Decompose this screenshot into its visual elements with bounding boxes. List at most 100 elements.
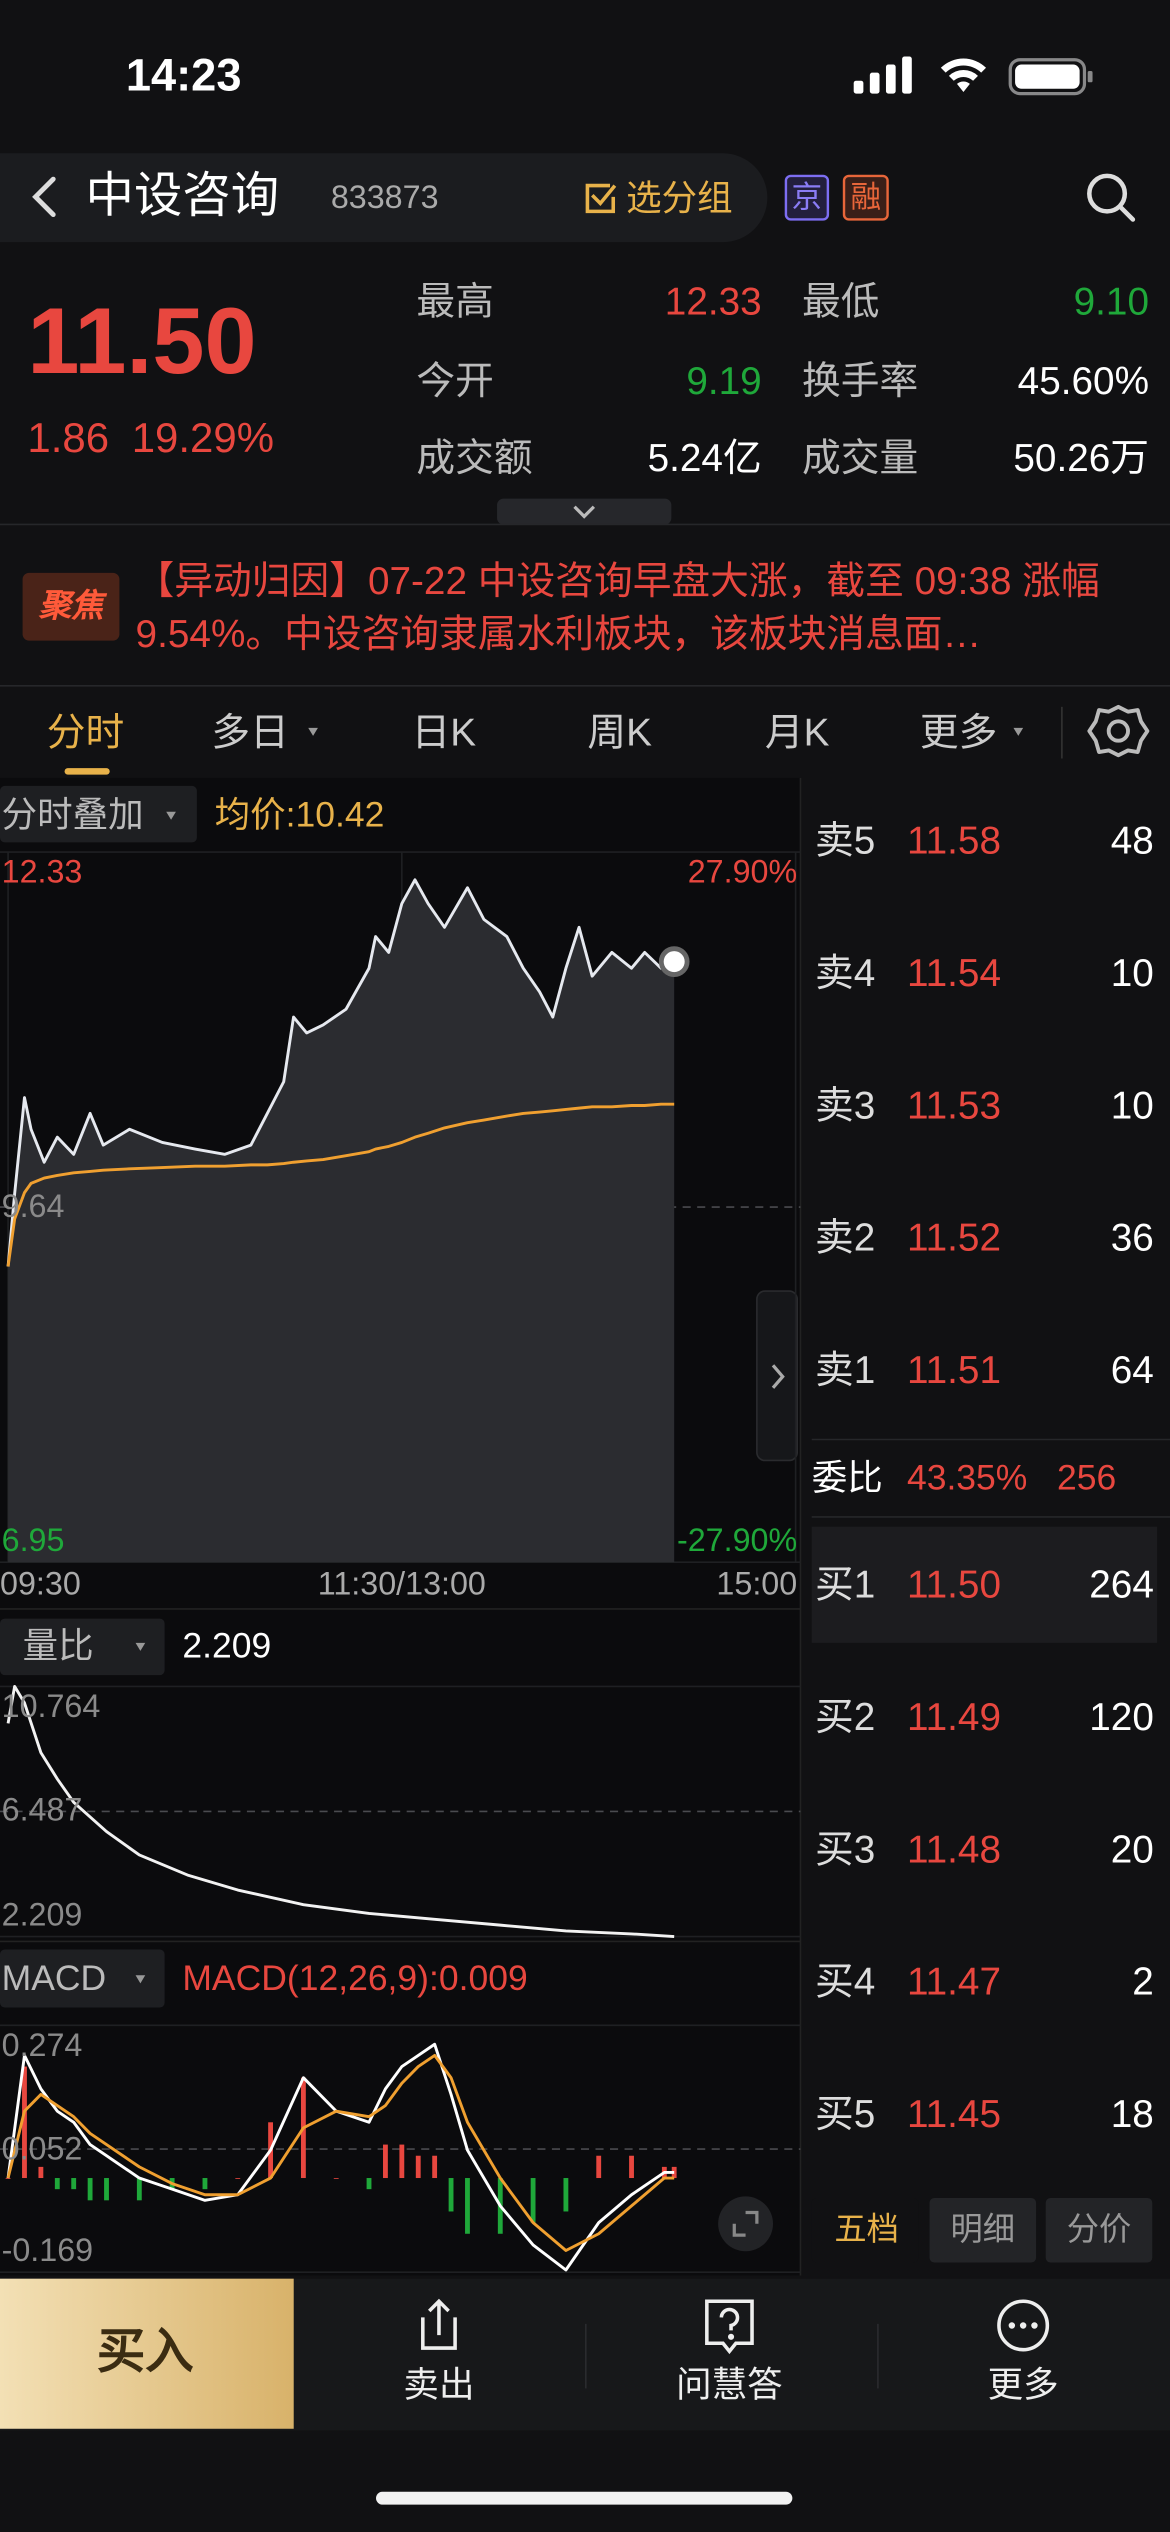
series-line xyxy=(6,1684,675,1939)
book-volume: 10 xyxy=(1110,952,1154,996)
stat-value: 9.19 xyxy=(686,359,762,403)
action-label[interactable]: 卖出 xyxy=(403,2364,475,2405)
y-tick-label: 2.209 xyxy=(1,1897,83,1934)
avg-label: 均价: xyxy=(214,793,296,835)
expand-tab[interactable] xyxy=(497,498,672,525)
y2-tick-label: 27.90% xyxy=(687,855,798,891)
book-label: 卖2 xyxy=(814,1216,876,1261)
book-price: 11.47 xyxy=(906,1960,1002,2005)
book-tab[interactable]: 分价 xyxy=(1066,2212,1132,2249)
series-line xyxy=(6,878,675,1267)
action-label[interactable]: 问慧答 xyxy=(676,2364,783,2405)
macd-bar xyxy=(87,2178,93,2201)
chart-tab[interactable]: 更多 xyxy=(919,711,998,756)
chart-tab[interactable]: 日K xyxy=(411,711,477,756)
stat-label: 成交额 xyxy=(416,437,533,481)
orderbook-tab-box[interactable] xyxy=(811,2197,919,2263)
indicator-selector[interactable] xyxy=(0,1949,165,2008)
macd-bar xyxy=(333,2178,339,2179)
buy-button[interactable] xyxy=(0,2278,294,2429)
news-tag-box xyxy=(22,572,120,641)
macd-bar xyxy=(383,2144,388,2179)
book-price: 11.45 xyxy=(906,2093,1002,2137)
ratio-difference: 256 xyxy=(1057,1457,1117,1498)
y-tick-label: 6.487 xyxy=(1,1793,83,1830)
avg-value: 10.42 xyxy=(295,793,385,835)
chart-tab[interactable]: 周K xyxy=(587,711,652,756)
buy-label[interactable]: 买入 xyxy=(96,2325,194,2379)
settings-button[interactable] xyxy=(1087,704,1150,758)
price-change: 1.86 19.29% xyxy=(27,416,274,458)
y-tick-label: 0.274 xyxy=(1,2028,83,2065)
y-tick-label: 9.64 xyxy=(1,1189,65,1225)
side-expand-button[interactable] xyxy=(756,1290,799,1462)
book-price: 11.52 xyxy=(906,1216,1002,1261)
x-tick-label: 09:30 xyxy=(0,1566,81,1603)
book-price: 11.51 xyxy=(906,1349,1002,1393)
fullscreen-icon xyxy=(732,2210,759,2237)
book-price: 11.53 xyxy=(906,1084,1002,1129)
fullscreen-button[interactable] xyxy=(718,2196,774,2252)
group-checkbox[interactable] xyxy=(585,183,617,214)
y-tick-label: 0.052 xyxy=(1,2131,83,2167)
stat-label: 最高 xyxy=(416,280,494,325)
indicator-value: 2.209 xyxy=(182,1625,272,1666)
home-indicator xyxy=(376,2491,793,2505)
news-text[interactable]: 【异动归因】07-22 中设咨询早盘大涨，截至 09:38 涨幅9.54%。中设… xyxy=(135,559,1100,657)
search-button[interactable] xyxy=(1087,173,1136,222)
x-tick-label: 15:00 xyxy=(716,1566,798,1603)
indicator-selector[interactable] xyxy=(0,1618,165,1676)
stat-value: 12.33 xyxy=(664,280,762,325)
chart-tab[interactable]: 多日 xyxy=(211,711,289,756)
book-price: 11.58 xyxy=(906,819,1002,864)
book-label: 卖5 xyxy=(814,819,876,864)
stat-label: 今开 xyxy=(416,359,494,403)
y-tick-label: 10.764 xyxy=(1,1689,101,1726)
ratio-label: 委比 xyxy=(811,1457,883,1498)
book-volume: 120 xyxy=(1089,1696,1154,1740)
macd-bar xyxy=(629,2155,634,2179)
stat-value: 45.60% xyxy=(1017,359,1150,403)
book-volume: 18 xyxy=(1110,2093,1154,2137)
action-label[interactable]: 更多 xyxy=(987,2364,1059,2405)
chart-tab[interactable]: 月K xyxy=(764,711,830,756)
book-volume: 48 xyxy=(1110,819,1154,864)
badge: 融 xyxy=(850,181,882,216)
stock-code: 833873 xyxy=(330,180,439,217)
orderbook-tab-box[interactable] xyxy=(1045,2197,1153,2263)
macd-bar xyxy=(399,2144,405,2179)
book-tab[interactable]: 明细 xyxy=(950,2212,1016,2249)
group-button[interactable]: 选分组 xyxy=(626,177,733,218)
book-volume: 64 xyxy=(1110,1349,1154,1393)
overlay-selector[interactable] xyxy=(0,785,197,843)
book-price: 11.48 xyxy=(906,1828,1002,1872)
chart-tab[interactable]: 分时 xyxy=(46,711,125,756)
change: 1.86 xyxy=(27,413,110,462)
macd-bar xyxy=(530,2178,536,2223)
stat-label: 最低 xyxy=(802,280,880,325)
book-tab[interactable]: 五档 xyxy=(834,2212,899,2249)
book-price: 11.54 xyxy=(906,952,1002,996)
macd-label: MACD(12,26,9): xyxy=(182,1957,439,1998)
macd-bar xyxy=(5,2178,11,2179)
status-icons xyxy=(853,56,1093,96)
last-price: 11.50 xyxy=(27,288,257,394)
indicator-title[interactable]: 量比 xyxy=(22,1625,94,1666)
orderbook-tab-box[interactable] xyxy=(929,2197,1037,2263)
book-volume: 20 xyxy=(1110,1828,1154,1872)
stat-value: 50.26万 xyxy=(1013,437,1150,481)
macd-bar xyxy=(415,2155,421,2179)
expand-chevron xyxy=(573,505,596,519)
book-label: 买4 xyxy=(814,1960,876,2005)
overlay-label[interactable]: 分时叠加 xyxy=(1,793,144,835)
macd-bar xyxy=(54,2178,60,2190)
back-button[interactable] xyxy=(32,176,56,218)
change-percent: 19.29% xyxy=(131,413,275,462)
indicator-title[interactable]: MACD xyxy=(1,1957,107,1998)
macd-bar xyxy=(38,2166,44,2179)
macd-bar xyxy=(235,2178,241,2179)
y2-tick-label: -27.90% xyxy=(676,1523,798,1559)
y-tick-label: -0.169 xyxy=(1,2233,94,2269)
macd-bar xyxy=(22,2066,27,2179)
